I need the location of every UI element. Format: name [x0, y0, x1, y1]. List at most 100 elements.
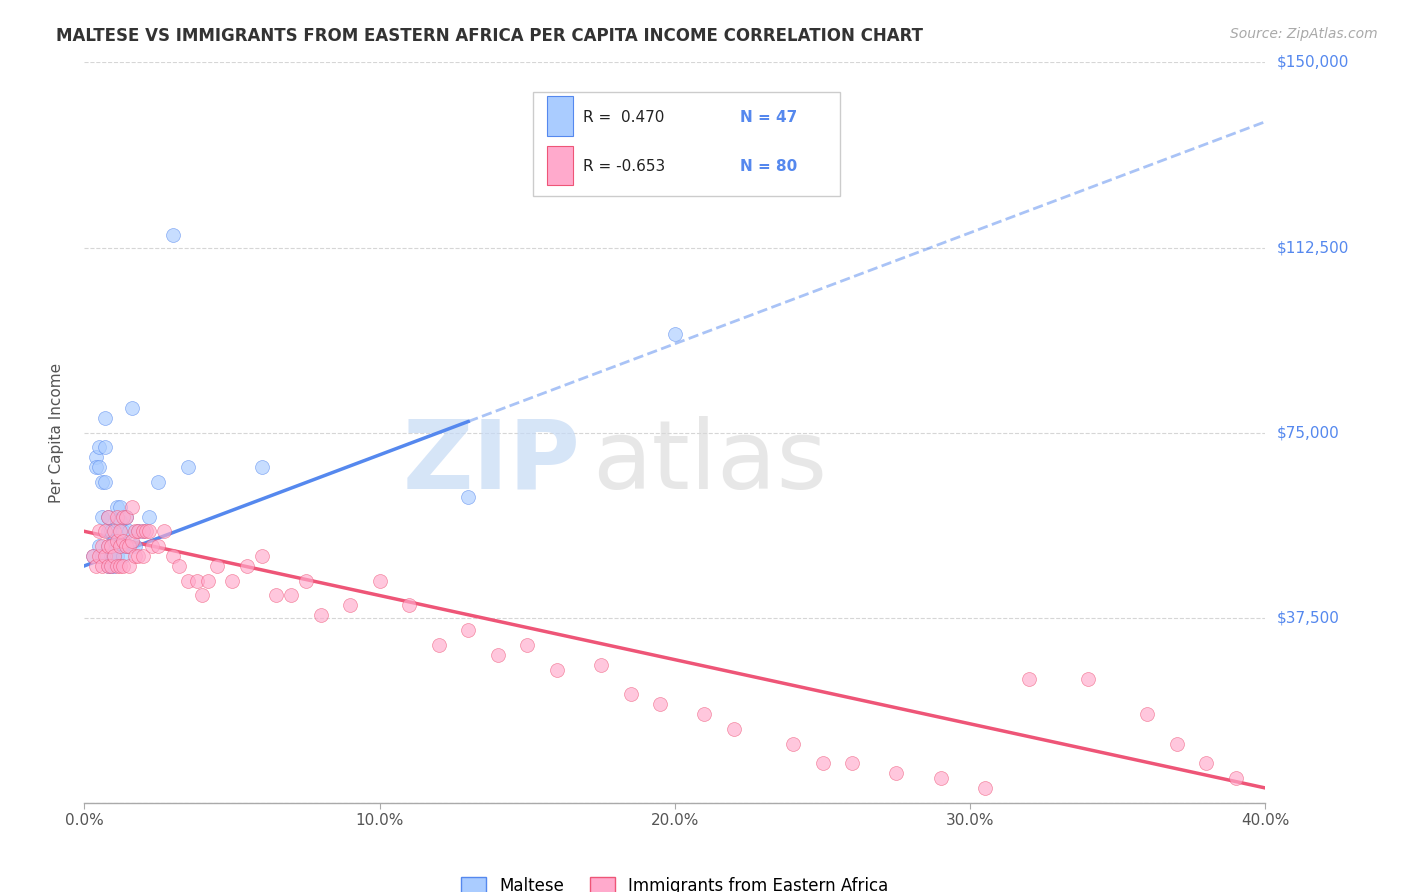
Point — [1077, 673, 1099, 687]
Point — [723, 722, 745, 736]
Point — [124, 539, 146, 553]
Point — [118, 524, 141, 539]
Point — [427, 638, 450, 652]
Point — [114, 539, 136, 553]
Point — [105, 500, 128, 514]
Text: Source: ZipAtlas.com: Source: ZipAtlas.com — [1230, 27, 1378, 41]
Point — [250, 460, 273, 475]
Point — [100, 524, 122, 539]
Point — [91, 475, 114, 489]
Point — [162, 228, 184, 243]
Point — [811, 756, 834, 771]
Point — [91, 509, 114, 524]
Point — [108, 524, 131, 539]
Point — [105, 515, 128, 529]
Point — [280, 589, 302, 603]
Point — [111, 509, 134, 524]
Point — [177, 574, 200, 588]
Point — [398, 599, 420, 613]
Point — [664, 326, 686, 341]
Y-axis label: Per Capita Income: Per Capita Income — [49, 362, 63, 503]
Point — [153, 524, 176, 539]
Point — [1166, 737, 1188, 751]
Point — [100, 558, 122, 573]
Bar — [547, 96, 574, 136]
Point — [97, 539, 120, 553]
Point — [105, 534, 128, 549]
Point — [111, 524, 134, 539]
Text: $37,500: $37,500 — [1277, 610, 1340, 625]
Point — [127, 524, 149, 539]
Point — [103, 534, 125, 549]
Point — [121, 534, 143, 549]
Point — [138, 524, 160, 539]
Point — [457, 490, 479, 504]
Text: $112,500: $112,500 — [1277, 240, 1348, 255]
Point — [591, 657, 613, 672]
Text: N = 47: N = 47 — [740, 111, 797, 126]
Point — [91, 558, 114, 573]
Point — [124, 524, 146, 539]
Point — [84, 450, 107, 465]
Point — [457, 623, 479, 637]
Point — [87, 539, 111, 553]
Bar — [547, 146, 574, 186]
Point — [111, 558, 134, 573]
Point — [84, 460, 107, 475]
Point — [118, 539, 141, 553]
Point — [94, 441, 117, 455]
Point — [177, 460, 200, 475]
Point — [108, 500, 131, 514]
Text: $150,000: $150,000 — [1277, 55, 1348, 70]
Point — [124, 549, 146, 563]
Point — [100, 558, 122, 573]
Point — [250, 549, 273, 563]
Point — [650, 697, 672, 711]
Point — [121, 500, 143, 514]
Point — [108, 515, 131, 529]
Point — [97, 509, 120, 524]
Point — [197, 574, 219, 588]
Point — [100, 539, 122, 553]
Point — [132, 524, 155, 539]
Point — [162, 549, 184, 563]
Point — [82, 549, 104, 563]
Point — [368, 574, 391, 588]
Point — [100, 539, 122, 553]
Point — [94, 524, 117, 539]
Point — [841, 756, 863, 771]
Point — [111, 534, 134, 549]
Point — [111, 549, 134, 563]
Point — [105, 509, 128, 524]
Point — [1018, 673, 1040, 687]
Point — [105, 549, 128, 563]
Point — [91, 539, 114, 553]
Text: MALTESE VS IMMIGRANTS FROM EASTERN AFRICA PER CAPITA INCOME CORRELATION CHART: MALTESE VS IMMIGRANTS FROM EASTERN AFRIC… — [56, 27, 924, 45]
Point — [148, 539, 170, 553]
Point — [138, 509, 160, 524]
FancyBboxPatch shape — [533, 92, 841, 195]
Point — [97, 524, 120, 539]
Point — [295, 574, 318, 588]
Point — [1136, 706, 1159, 721]
Point — [91, 549, 114, 563]
Point — [486, 648, 509, 662]
Point — [103, 544, 125, 558]
Point — [221, 574, 243, 588]
Point — [97, 539, 120, 553]
Text: N = 80: N = 80 — [740, 159, 797, 174]
Point — [339, 599, 361, 613]
Point — [266, 589, 288, 603]
Text: R = -0.653: R = -0.653 — [582, 159, 665, 174]
Point — [148, 475, 170, 489]
Point — [127, 549, 149, 563]
Point — [236, 558, 259, 573]
Point — [141, 539, 163, 553]
Point — [186, 574, 208, 588]
Point — [1225, 771, 1247, 785]
Text: R =  0.470: R = 0.470 — [582, 111, 664, 126]
Point — [108, 558, 131, 573]
Point — [103, 558, 125, 573]
Point — [97, 558, 120, 573]
Point — [87, 441, 111, 455]
